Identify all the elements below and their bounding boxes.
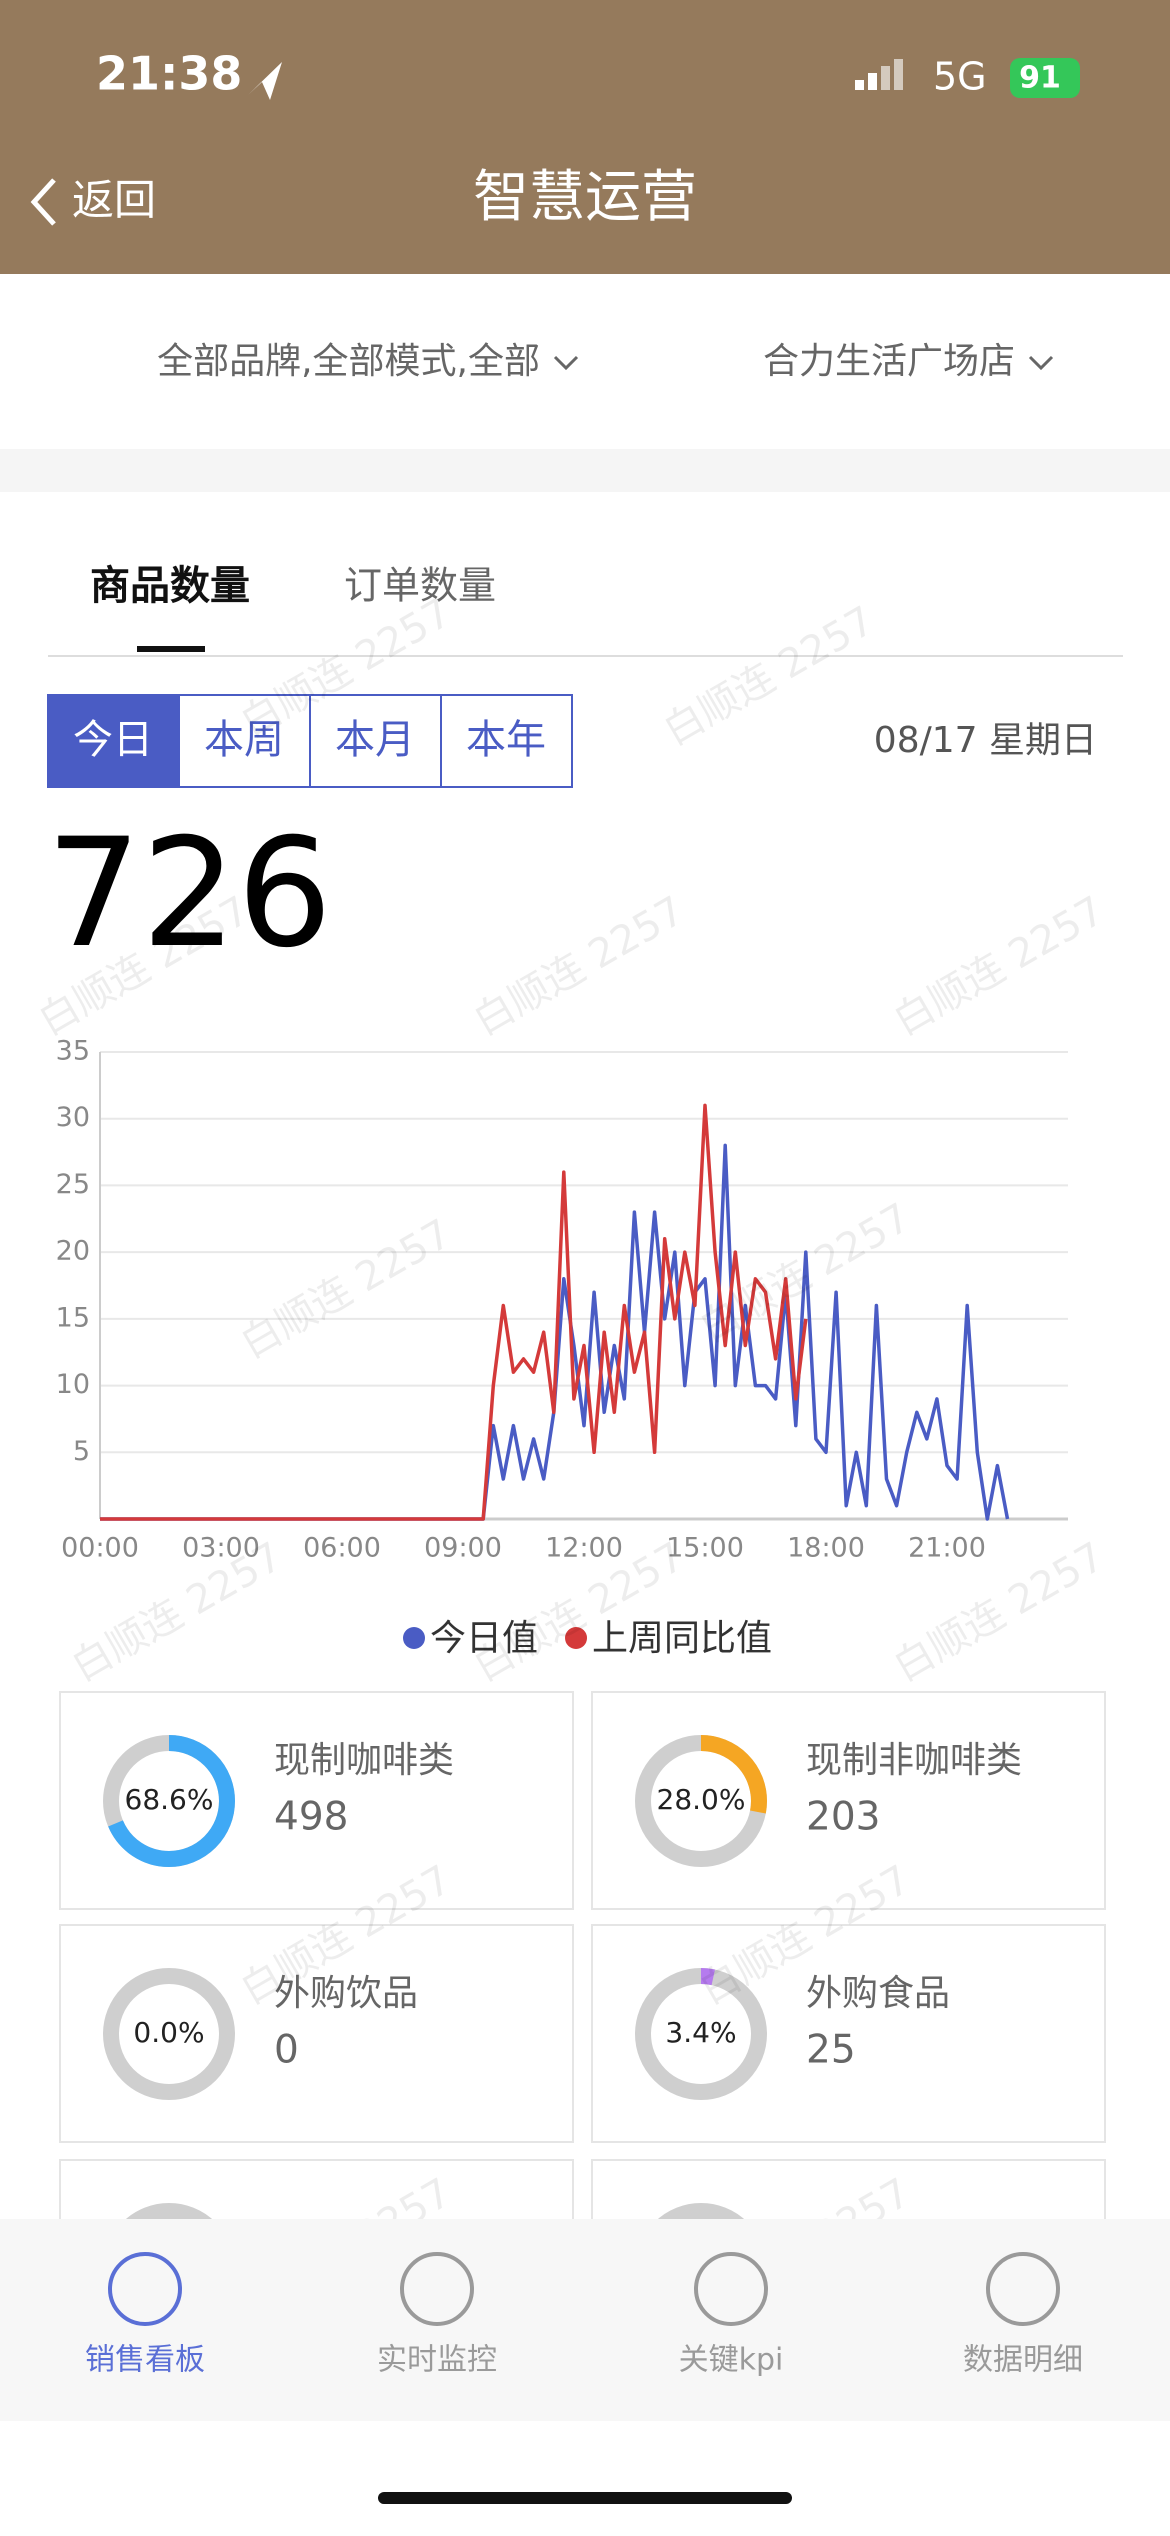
- tab-label[interactable]: 数据明细: [963, 2343, 1083, 2378]
- signal-icon: [855, 59, 903, 90]
- category-value: 498: [274, 1795, 348, 1840]
- legend-label: 今日值: [430, 1618, 538, 1659]
- percent-label: 68.6%: [125, 1783, 214, 1816]
- donut-track: [103, 1968, 235, 2100]
- y-tick-label: 25: [56, 1169, 90, 1200]
- tab-icon[interactable]: [400, 2252, 474, 2326]
- period-label[interactable]: 今日: [73, 717, 153, 763]
- brand-filter[interactable]: 全部品牌,全部模式,全部: [157, 341, 540, 382]
- x-tick-label: 15:00: [666, 1533, 744, 1564]
- category-value: 25: [806, 2028, 856, 2073]
- percent-label: 0.0%: [133, 2016, 204, 2049]
- status-time: 21:38: [96, 47, 242, 101]
- watermark: 白顺连 2257: [466, 888, 692, 1045]
- y-tick-label: 10: [56, 1369, 90, 1400]
- legend-label: 上周同比值: [592, 1618, 772, 1659]
- category-name: 外购食品: [806, 1973, 950, 2014]
- tab-label[interactable]: 销售看板: [85, 2343, 205, 2378]
- category-value: 0: [274, 2028, 299, 2073]
- watermark: 白顺连 2257: [233, 1211, 459, 1368]
- period-label[interactable]: 本月: [335, 717, 415, 763]
- category-name: 外购饮品: [274, 1973, 418, 2014]
- battery-level: 91: [1019, 61, 1061, 96]
- period-button[interactable]: [309, 694, 442, 788]
- legend-swatch: [403, 1627, 425, 1649]
- category-name: 现制咖啡类: [274, 1740, 454, 1781]
- back-icon[interactable]: [30, 178, 56, 226]
- nav-title: 智慧运营: [473, 165, 697, 230]
- total-value: 726: [46, 807, 332, 981]
- header-bg: [0, 0, 1170, 274]
- x-tick-label: 12:00: [545, 1533, 623, 1564]
- date-label: 08/17 星期日: [874, 720, 1097, 761]
- legend-swatch: [565, 1627, 588, 1649]
- tab-bar-bg: [0, 2219, 1170, 2421]
- period-label[interactable]: 本周: [204, 717, 284, 763]
- x-tick-label: 09:00: [424, 1533, 502, 1564]
- tab-indicator: [137, 646, 205, 652]
- period-button[interactable]: [440, 694, 573, 788]
- store-filter[interactable]: 合力生活广场店: [763, 341, 1015, 382]
- category-name: 现制非咖啡类: [806, 1740, 1022, 1781]
- tab-label[interactable]: 关键kpi: [679, 2343, 784, 2378]
- percent-label: 3.4%: [665, 2016, 736, 2049]
- home-indicator: [378, 2492, 792, 2504]
- donut-arc: [635, 1735, 767, 1867]
- x-tick-label: 03:00: [182, 1533, 260, 1564]
- watermark: 白顺连 2257: [886, 888, 1112, 1045]
- y-tick-label: 30: [56, 1102, 90, 1133]
- network-label: 5G: [933, 55, 987, 99]
- y-tick-label: 35: [56, 1036, 90, 1067]
- category-value: 203: [806, 1795, 880, 1840]
- x-tick-label: 06:00: [303, 1533, 381, 1564]
- x-tick-label: 00:00: [61, 1533, 139, 1564]
- series-line: [100, 1103, 808, 1521]
- category-card[interactable]: [59, 1924, 574, 2143]
- donut-arc: [635, 1968, 767, 2100]
- location-icon: [248, 62, 282, 100]
- category-card[interactable]: [591, 1924, 1106, 2143]
- watermark: 白顺连 2257: [656, 598, 882, 755]
- back-button[interactable]: 返回: [72, 176, 156, 225]
- chevron: [1028, 355, 1054, 371]
- battery-icon: [1010, 58, 1080, 98]
- y-tick-label: 15: [56, 1302, 90, 1333]
- tab-active[interactable]: 商品数量: [90, 563, 250, 609]
- tab-icon[interactable]: [986, 2252, 1060, 2326]
- separator: [0, 449, 1170, 492]
- percent-label: 28.0%: [657, 1783, 746, 1816]
- tab-icon[interactable]: [694, 2252, 768, 2326]
- category-card[interactable]: [591, 1691, 1106, 1910]
- donut-arc: [103, 1735, 235, 1867]
- chevron: [553, 355, 579, 371]
- tab[interactable]: 订单数量: [344, 564, 496, 608]
- category-card[interactable]: [59, 1691, 574, 1910]
- x-tick-label: 18:00: [787, 1533, 865, 1564]
- tab-label[interactable]: 实时监控: [377, 2343, 497, 2378]
- y-tick-label: 5: [73, 1436, 90, 1467]
- tab-icon[interactable]: [108, 2252, 182, 2326]
- x-tick-label: 21:00: [908, 1533, 986, 1564]
- period-label[interactable]: 本年: [466, 717, 546, 763]
- y-tick-label: 20: [56, 1236, 90, 1267]
- period-button[interactable]: [47, 694, 180, 788]
